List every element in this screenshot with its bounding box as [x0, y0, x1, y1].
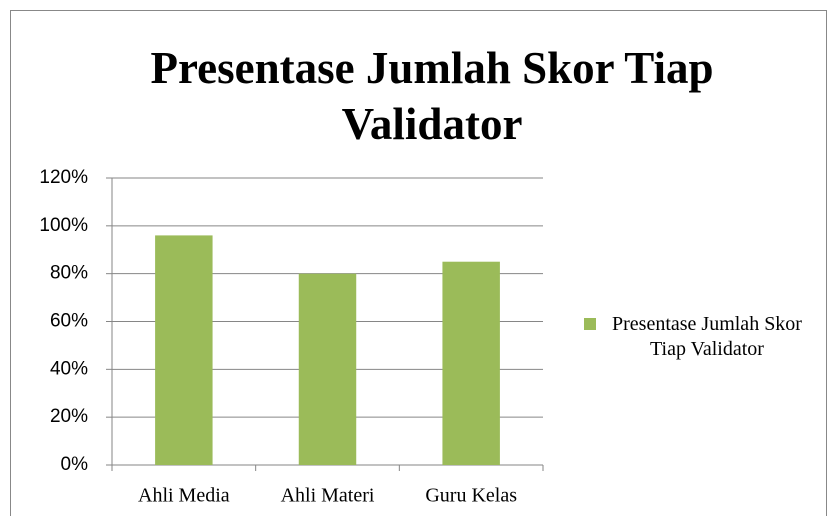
bar — [442, 261, 500, 465]
x-tick-label: Guru Kelas — [425, 485, 517, 507]
bar — [298, 273, 357, 465]
chart-title: Presentase Jumlah Skor Tiap Validator — [150, 43, 714, 149]
y-tick-label: 40% — [50, 358, 88, 379]
chart-border — [10, 10, 827, 516]
y-tick-label: 80% — [50, 263, 88, 284]
bar — [155, 235, 213, 465]
legend-label: Presentase Jumlah Skor Tiap Validator — [612, 313, 802, 360]
y-tick-label: 0% — [61, 454, 89, 475]
x-tick-label: Ahli Media — [138, 485, 230, 507]
y-tick-label: 20% — [50, 406, 88, 427]
y-tick-label: 120% — [39, 167, 88, 188]
x-tick-label: Ahli Materi — [281, 485, 375, 507]
y-tick-label: 100% — [39, 215, 88, 236]
legend-swatch — [584, 318, 596, 330]
y-tick-label: 60% — [50, 311, 88, 332]
